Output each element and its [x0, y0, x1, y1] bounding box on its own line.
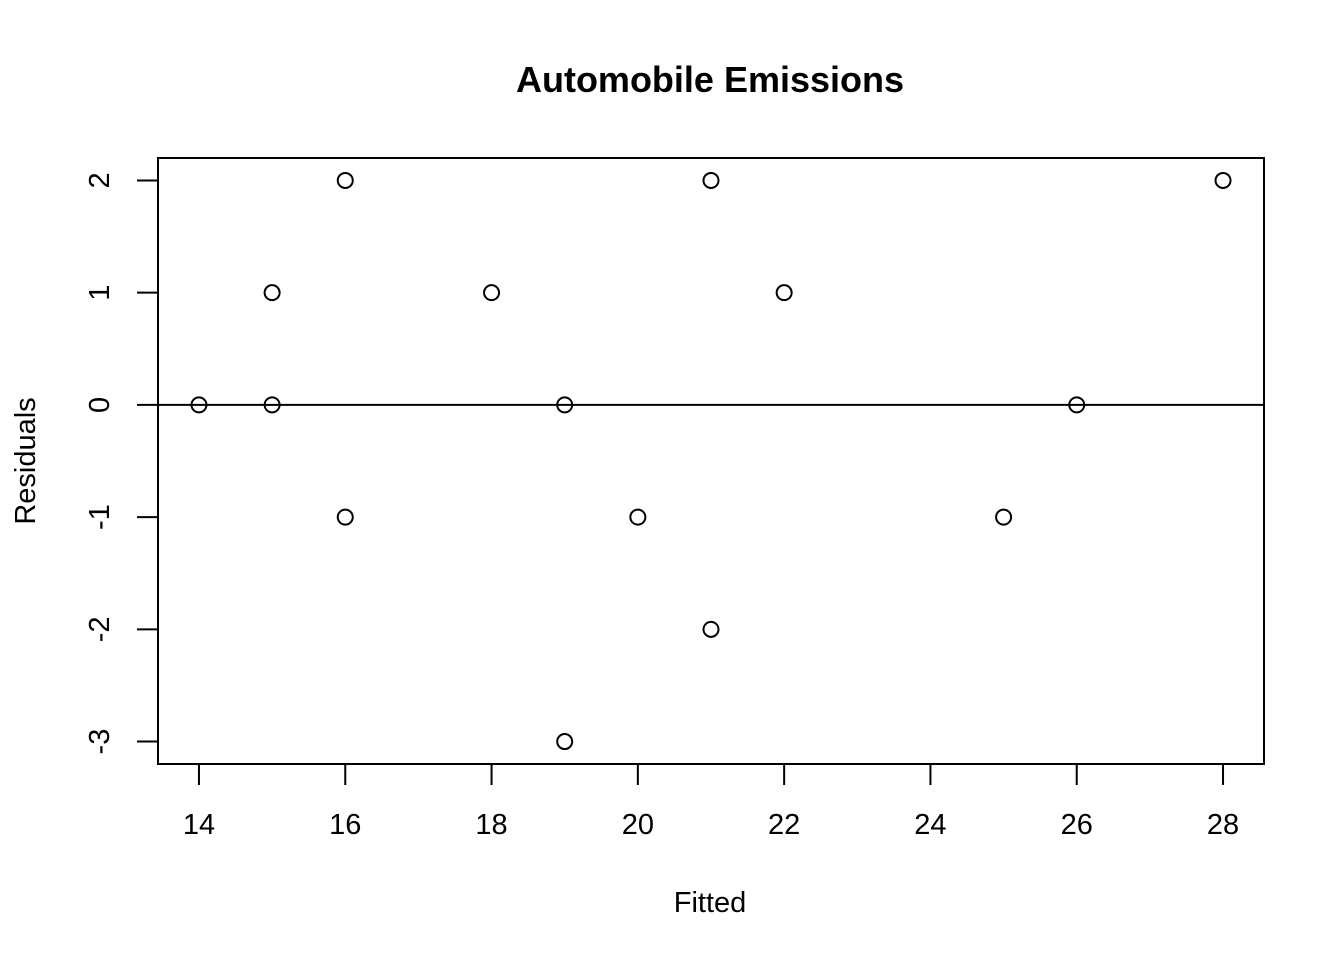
y-tick-label: 2 [84, 172, 116, 188]
data-point [995, 508, 1013, 526]
data-point [702, 620, 720, 638]
data-point [1214, 171, 1232, 189]
data-point [702, 171, 720, 189]
data-point [556, 733, 574, 751]
data-point [775, 284, 793, 302]
data-point [556, 396, 574, 414]
x-tick-label: 20 [622, 809, 654, 841]
data-point [1068, 396, 1086, 414]
y-tick-label: 0 [84, 397, 116, 413]
data-points [190, 171, 1232, 751]
x-tick-label: 16 [329, 809, 361, 841]
y-tick-label: -2 [84, 616, 116, 642]
data-point [190, 396, 208, 414]
y-tick-label: -1 [84, 504, 116, 530]
data-point [483, 284, 501, 302]
x-tick-label: 26 [1061, 809, 1093, 841]
x-tick-label: 18 [475, 809, 507, 841]
data-point [263, 284, 281, 302]
x-tick-label: 24 [914, 809, 946, 841]
y-tick-label: -3 [84, 729, 116, 755]
data-point [336, 508, 354, 526]
x-tick-label: 22 [768, 809, 800, 841]
x-axis: 14 16 18 20 22 24 26 28 [183, 763, 1239, 841]
x-tick-label: 28 [1207, 809, 1239, 841]
x-tick-label: 14 [183, 809, 215, 841]
data-point [336, 171, 354, 189]
data-point [263, 396, 281, 414]
y-axis: -3 -2 -1 0 1 2 [84, 172, 159, 755]
chart-title: Automobile Emissions [516, 59, 904, 100]
y-axis-label: Residuals [10, 397, 42, 524]
data-point [629, 508, 647, 526]
x-axis-label: Fitted [674, 887, 747, 919]
y-tick-label: 1 [84, 285, 116, 301]
